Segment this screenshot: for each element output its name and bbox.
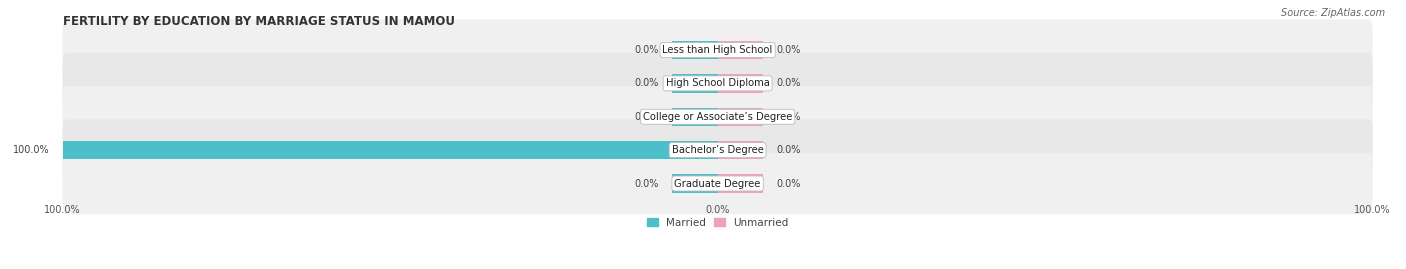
Text: 0.0%: 0.0% bbox=[776, 78, 801, 89]
Text: Less than High School: Less than High School bbox=[662, 45, 773, 55]
Text: 0.0%: 0.0% bbox=[634, 45, 658, 55]
Text: 0.0%: 0.0% bbox=[776, 145, 801, 155]
Bar bbox=[717, 174, 763, 193]
FancyBboxPatch shape bbox=[62, 53, 1372, 114]
FancyBboxPatch shape bbox=[62, 153, 1372, 214]
Text: 0.0%: 0.0% bbox=[776, 45, 801, 55]
Text: 0.0%: 0.0% bbox=[776, 112, 801, 122]
Text: 100.0%: 100.0% bbox=[13, 145, 49, 155]
Legend: Married, Unmarried: Married, Unmarried bbox=[643, 213, 792, 232]
Bar bbox=[672, 108, 717, 126]
FancyBboxPatch shape bbox=[62, 86, 1372, 147]
Bar bbox=[62, 141, 717, 159]
Text: 0.0%: 0.0% bbox=[634, 78, 658, 89]
FancyBboxPatch shape bbox=[62, 119, 1372, 181]
Bar bbox=[672, 41, 717, 59]
Text: Graduate Degree: Graduate Degree bbox=[675, 179, 761, 189]
Bar bbox=[717, 108, 763, 126]
Bar bbox=[672, 174, 717, 193]
FancyBboxPatch shape bbox=[62, 19, 1372, 81]
Bar bbox=[717, 41, 763, 59]
Text: High School Diploma: High School Diploma bbox=[665, 78, 769, 89]
Bar bbox=[672, 74, 717, 93]
Bar bbox=[717, 74, 763, 93]
Text: Source: ZipAtlas.com: Source: ZipAtlas.com bbox=[1281, 8, 1385, 18]
Text: 0.0%: 0.0% bbox=[634, 179, 658, 189]
Text: FERTILITY BY EDUCATION BY MARRIAGE STATUS IN MAMOU: FERTILITY BY EDUCATION BY MARRIAGE STATU… bbox=[62, 15, 454, 28]
Text: 0.0%: 0.0% bbox=[776, 179, 801, 189]
Text: College or Associate’s Degree: College or Associate’s Degree bbox=[643, 112, 793, 122]
Text: Bachelor’s Degree: Bachelor’s Degree bbox=[672, 145, 763, 155]
Bar bbox=[717, 141, 763, 159]
Text: 0.0%: 0.0% bbox=[634, 112, 658, 122]
